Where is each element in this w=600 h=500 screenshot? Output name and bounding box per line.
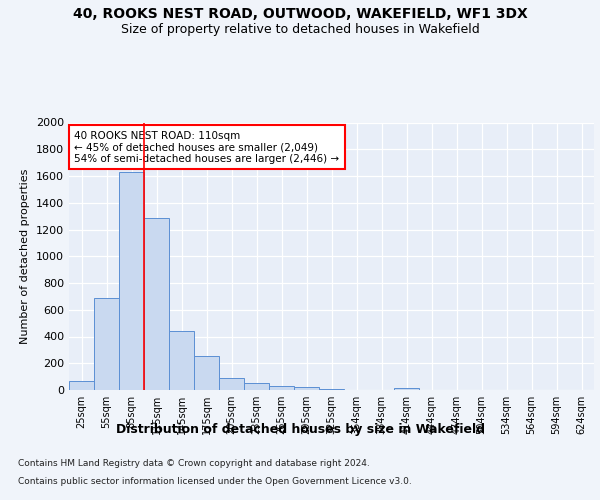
Text: Distribution of detached houses by size in Wakefield: Distribution of detached houses by size … [115, 422, 485, 436]
Bar [244, 384, 269, 390]
Text: Contains public sector information licensed under the Open Government Licence v3: Contains public sector information licen… [18, 477, 412, 486]
Bar [269, 386, 294, 390]
Bar [119, 172, 144, 390]
Text: Contains HM Land Registry data © Crown copyright and database right 2024.: Contains HM Land Registry data © Crown c… [18, 458, 370, 468]
Bar [144, 218, 169, 390]
Bar [69, 382, 94, 390]
Bar [169, 331, 194, 390]
Bar [294, 388, 319, 390]
Text: Size of property relative to detached houses in Wakefield: Size of property relative to detached ho… [121, 22, 479, 36]
Text: 40 ROOKS NEST ROAD: 110sqm
← 45% of detached houses are smaller (2,049)
54% of s: 40 ROOKS NEST ROAD: 110sqm ← 45% of deta… [74, 130, 340, 164]
Bar [219, 378, 244, 390]
Text: 40, ROOKS NEST ROAD, OUTWOOD, WAKEFIELD, WF1 3DX: 40, ROOKS NEST ROAD, OUTWOOD, WAKEFIELD,… [73, 8, 527, 22]
Bar [94, 298, 119, 390]
Bar [194, 356, 219, 390]
Bar [394, 388, 419, 390]
Y-axis label: Number of detached properties: Number of detached properties [20, 168, 31, 344]
